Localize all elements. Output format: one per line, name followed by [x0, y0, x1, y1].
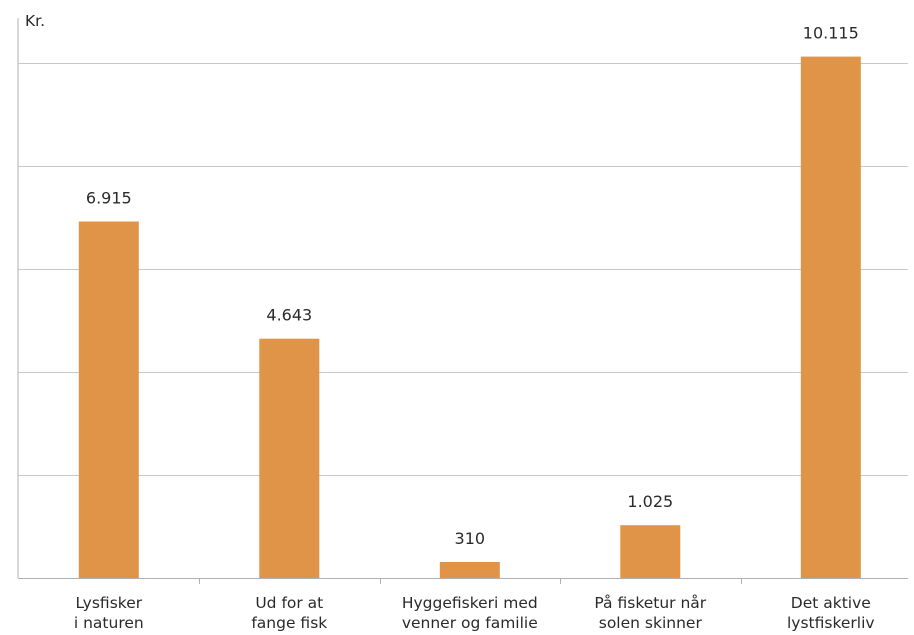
bar-value-label: 310 — [455, 529, 486, 548]
gridlines — [18, 63, 908, 476]
value-labels: 6.915 4.643 310 1.025 10.115 — [86, 24, 859, 548]
bar-value-label: 1.025 — [627, 492, 673, 511]
x-axis-labels: Lysfisker i naturen Ud for at fange fisk Hyg… — [74, 594, 875, 632]
bar-value-label: 10.115 — [803, 24, 859, 43]
y-axis-unit-label: Kr. — [25, 12, 45, 30]
x-axis-ticks — [199, 578, 742, 584]
bar — [259, 338, 320, 578]
bar — [439, 562, 500, 578]
bar — [78, 221, 139, 578]
x-axis-category-label: Det aktive lystfiskerliv — [787, 594, 875, 632]
bar-value-label: 4.643 — [266, 306, 312, 325]
x-axis-category-label: Ud for at fange fisk — [251, 594, 327, 632]
x-axis-category-label: På fisketur når solen skinner — [594, 594, 706, 632]
x-axis-category-label: Lysfisker i naturen — [74, 594, 144, 632]
x-axis-category-label: Hyggefiskeri med venner og familie — [402, 594, 538, 632]
bar-value-label: 6.915 — [86, 189, 132, 208]
bar — [800, 56, 861, 579]
bar — [620, 525, 681, 578]
bars — [78, 56, 861, 579]
